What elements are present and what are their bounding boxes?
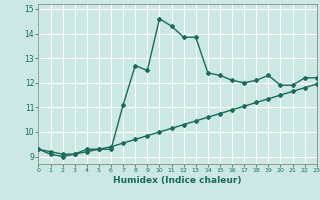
X-axis label: Humidex (Indice chaleur): Humidex (Indice chaleur) [113,176,242,185]
